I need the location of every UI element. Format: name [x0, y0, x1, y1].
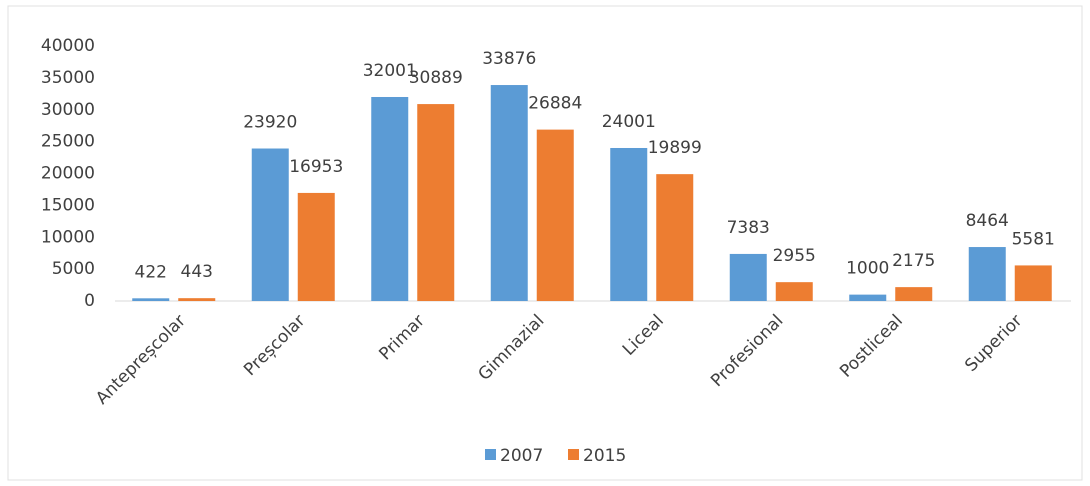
data-label: 2955 [773, 246, 816, 266]
y-tick-label: 0 [84, 291, 95, 311]
y-tick-label: 30000 [41, 100, 95, 120]
data-label: 33876 [482, 49, 536, 69]
data-label: 24001 [602, 112, 656, 132]
data-label: 19899 [648, 138, 702, 158]
bar [775, 282, 813, 301]
y-tick-label: 15000 [41, 195, 95, 215]
data-label: 7383 [727, 218, 770, 238]
bar [849, 294, 887, 301]
legend-swatch [485, 449, 496, 460]
data-label: 26884 [528, 94, 582, 114]
data-label: 5581 [1012, 229, 1055, 249]
bar [536, 129, 574, 301]
bar [968, 247, 1006, 301]
data-label: 23920 [243, 113, 297, 133]
bar [178, 298, 216, 301]
bar [490, 85, 528, 301]
bar [610, 147, 648, 301]
legend-label: 2007 [500, 446, 543, 466]
data-label: 1000 [846, 259, 889, 279]
bar [371, 96, 409, 301]
y-tick-label: 5000 [52, 259, 95, 279]
data-label: 422 [135, 262, 167, 282]
bar [895, 287, 933, 301]
y-tick-label: 35000 [41, 68, 95, 88]
data-label: 16953 [289, 157, 343, 177]
data-label: 32001 [363, 61, 417, 81]
data-label: 2175 [892, 251, 935, 271]
y-tick-label: 10000 [41, 227, 95, 247]
y-tick-label: 20000 [41, 164, 95, 184]
legend-swatch [568, 449, 579, 460]
legend-label: 2015 [583, 446, 626, 466]
bar [297, 192, 335, 301]
y-tick-label: 25000 [41, 132, 95, 152]
y-tick-label: 40000 [41, 36, 95, 56]
data-label: 30889 [409, 68, 463, 88]
data-label: 443 [181, 262, 213, 282]
data-label: 8464 [966, 211, 1009, 231]
bar [417, 104, 455, 301]
bar [1014, 265, 1052, 301]
bar [132, 298, 170, 301]
bar [656, 174, 694, 301]
bar [251, 148, 289, 301]
bar [729, 253, 767, 301]
